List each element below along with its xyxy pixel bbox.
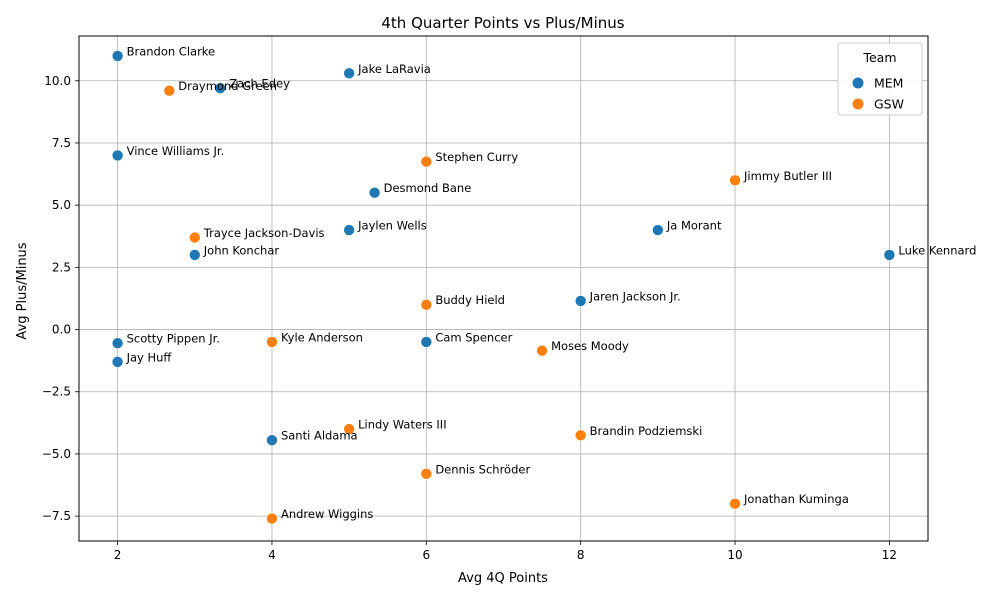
- point-label: Jimmy Butler III: [743, 169, 832, 183]
- point-gsw: [163, 84, 176, 97]
- legend-entry-gsw: GSW: [874, 97, 904, 112]
- plot-area-frame: [78, 35, 929, 542]
- y-axis-ticks: −7.5 −5.0 −2.5 0.0 2.5 5.0 7.5 10.0: [42, 74, 79, 523]
- x-axis-ticks: 2 4 6 8 10 12: [114, 541, 897, 562]
- point-label: Zach Edey: [229, 77, 290, 91]
- point-gsw: [266, 512, 278, 525]
- point-mem: [266, 434, 278, 447]
- legend: Team MEM GSW: [837, 42, 923, 116]
- point-label: Jake LaRavia: [357, 62, 431, 76]
- x-tick-label: 2: [114, 548, 122, 562]
- point-label: Dennis Schröder: [435, 462, 530, 476]
- data-points: [111, 50, 896, 525]
- point-gsw: [536, 344, 548, 357]
- point-label: Brandin Podziemski: [590, 424, 703, 438]
- point-gsw: [420, 155, 433, 168]
- point-label: Buddy Hield: [435, 293, 505, 307]
- point-label: Scotty Pippen Jr.: [127, 332, 220, 346]
- y-tick-label: 7.5: [52, 136, 71, 150]
- point-gsw: [188, 231, 201, 244]
- point-label: John Konchar: [203, 243, 280, 257]
- x-tick-label: 12: [882, 548, 897, 562]
- y-axis-label: Avg Plus/Minus: [15, 242, 30, 339]
- point-mem: [214, 82, 227, 95]
- legend-title: Team: [862, 50, 896, 65]
- y-tick-label: 5.0: [52, 198, 71, 212]
- y-tick-label: 2.5: [52, 260, 71, 274]
- legend-marker-mem: [852, 77, 864, 89]
- y-tick-label: −5.0: [42, 447, 71, 461]
- point-gsw: [343, 423, 355, 435]
- x-tick-label: 10: [727, 548, 742, 562]
- point-label: Kyle Anderson: [281, 330, 363, 344]
- point-label: Luke Kennard: [898, 243, 976, 257]
- point-label: Jonathan Kuminga: [743, 492, 849, 506]
- point-mem: [574, 295, 587, 307]
- x-tick-label: 6: [422, 548, 430, 562]
- legend-marker-gsw: [852, 98, 864, 110]
- chart-title: 4th Quarter Points vs Plus/Minus: [381, 14, 624, 32]
- point-label: Draymond Green: [178, 79, 277, 93]
- point-label: Cam Spencer: [435, 330, 512, 344]
- point-label: Jay Huff: [126, 350, 173, 364]
- point-mem: [652, 224, 664, 236]
- point-label: Jaren Jackson Jr.: [589, 289, 681, 303]
- legend-box: [837, 42, 923, 116]
- point-mem: [111, 149, 124, 162]
- point-mem: [111, 337, 124, 350]
- point-mem: [188, 249, 201, 261]
- point-gsw: [420, 298, 433, 311]
- point-label: Andrew Wiggins: [281, 507, 373, 521]
- point-mem: [368, 186, 381, 199]
- point-mem: [883, 249, 896, 261]
- x-tick-label: 8: [577, 548, 585, 562]
- point-mem: [343, 224, 355, 236]
- legend-entry-mem: MEM: [874, 76, 903, 91]
- point-label: Desmond Bane: [384, 181, 472, 195]
- point-gsw: [729, 174, 741, 187]
- point-label: Jaylen Wells: [357, 219, 427, 233]
- point-mem: [111, 356, 124, 368]
- y-tick-label: 0.0: [52, 323, 71, 337]
- point-gsw: [420, 468, 433, 480]
- point-gsw: [266, 336, 278, 348]
- point-label: Ja Morant: [666, 219, 722, 233]
- point-gsw: [574, 429, 587, 442]
- point-mem: [343, 67, 355, 80]
- x-tick-label: 4: [268, 548, 276, 562]
- point-label: Brandon Clarke: [127, 44, 216, 58]
- point-label: Stephen Curry: [435, 150, 518, 164]
- point-label: Vince Williams Jr.: [127, 144, 225, 158]
- grid-lines: [79, 36, 928, 541]
- y-tick-label: −2.5: [42, 385, 71, 399]
- point-labels: Brandon Clarke Jake LaRavia Zach EdeyDraym…: [126, 44, 977, 521]
- y-tick-label: −7.5: [42, 509, 71, 523]
- x-axis-label: Avg 4Q Points: [458, 571, 548, 586]
- y-tick-label: 10.0: [44, 74, 71, 88]
- point-mem: [111, 50, 124, 62]
- point-label: Santi Aldama: [281, 429, 358, 443]
- point-label: Trayce Jackson-Davis: [203, 226, 325, 240]
- point-label: Moses Moody: [551, 339, 629, 353]
- point-gsw: [729, 497, 741, 510]
- point-label: Lindy Waters III: [358, 418, 446, 432]
- point-mem: [420, 336, 433, 348]
